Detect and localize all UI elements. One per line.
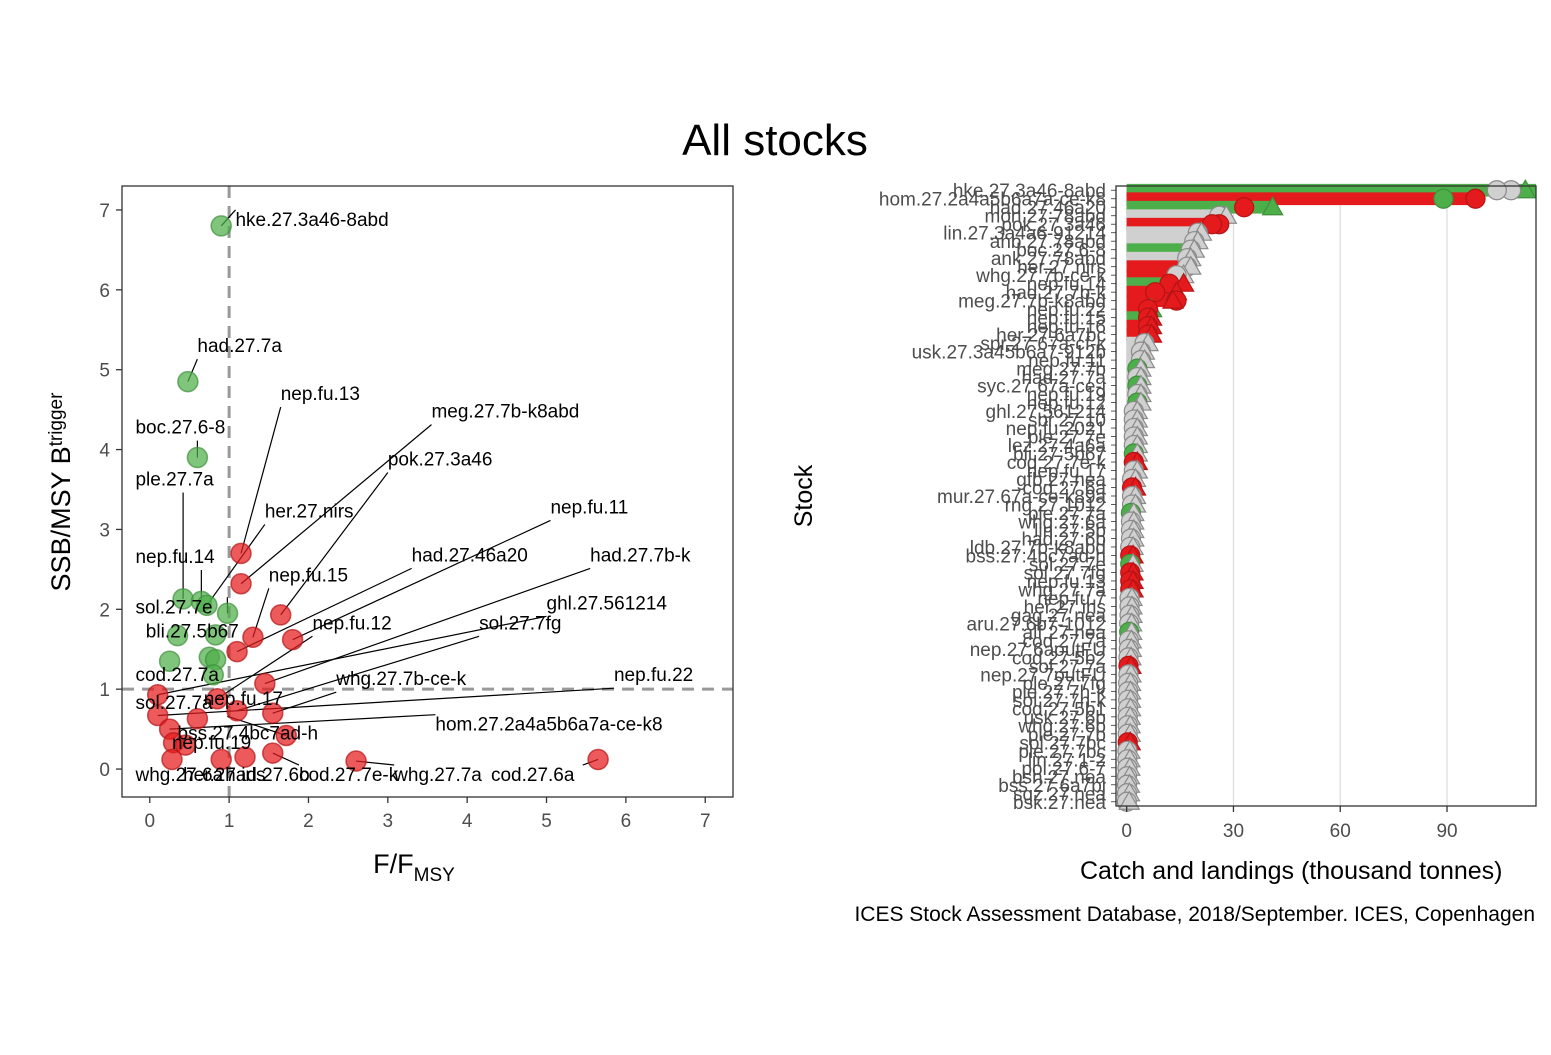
point-label: her.27.nirs [265,501,354,522]
y-tick-label: 1 [99,680,110,701]
point-label: cod.27.7a [135,665,219,686]
catch-marker-circle [1487,181,1506,200]
point-label: nep.fu.14 [135,547,215,568]
point-label: had.27.46a20 [412,545,528,566]
y-tick-label: 6 [99,281,110,302]
bar-x-tick-label: 30 [1223,821,1244,842]
catch-marker-circle [1434,189,1453,208]
stock-point [271,605,291,625]
point-label: sol.27.7e [135,597,212,618]
point-label: hke.27.3a46-8abd [235,210,388,231]
y-tick-label: 5 [99,361,110,382]
point-label: ple.27.7a [135,470,214,491]
point-label: ghl.27.561214 [547,593,668,614]
caption: ICES Stock Assessment Database, 2018/Sep… [854,903,1535,926]
catch-marker-circle [1235,198,1254,217]
stock-point [187,448,207,468]
point-label: nep.fu.22 [614,665,693,686]
point-label: had.27.7b-k [590,545,691,566]
stock-point [178,372,198,392]
point-label: cod.27.7e-k [299,765,399,786]
point-label: sol.27.7fg [479,613,561,634]
point-label: whg.27.7a [393,765,482,786]
point-label: hom.27.2a4a5b6a7a-ce-k8 [435,715,662,736]
stock-point [231,543,251,563]
point-label: bli.27.5b67 [146,621,239,642]
y-tick-label: 3 [99,520,110,541]
bar-x-tick-label: 90 [1436,821,1457,842]
point-label: meg.27.7b-k8abd [431,402,579,423]
x-tick-label: 4 [462,811,473,832]
point-label: nep.fu.13 [281,384,360,405]
y-tick-label: 0 [99,760,110,781]
bar-x-tick-label: 0 [1121,821,1132,842]
stock-point [243,627,263,647]
point-label: had.27.6b [225,765,310,786]
x-tick-label: 7 [700,811,711,832]
point-label: cod.27.6a [491,765,575,786]
point-label: nep.fu.19 [172,733,251,754]
x-tick-label: 2 [303,811,314,832]
bar-x-axis-title: Catch and landings (thousand tonnes) [1080,857,1503,885]
point-label: nep.fu.17 [204,689,283,710]
chart-title: All stocks [682,116,868,165]
x-tick-label: 0 [144,811,155,832]
x-tick-label: 3 [383,811,394,832]
x-tick-label: 5 [541,811,552,832]
point-label: sol.27.7a [135,693,213,714]
y-tick-label: 4 [99,441,110,462]
stock-label: bsk.27.nea [1013,793,1106,814]
point-label: nep.fu.15 [269,565,348,586]
point-label: boc.27.6-8 [135,418,225,439]
bar-y-axis-title: Stock [790,464,818,527]
x-tick-label: 1 [224,811,235,832]
stock-point [283,630,303,650]
catch-marker-circle [1466,189,1485,208]
point-label: nep.fu.11 [550,497,628,518]
y-tick-label: 2 [99,600,110,621]
stock-point [231,574,251,594]
x-tick-label: 6 [621,811,632,832]
bar-x-tick-label: 60 [1330,821,1351,842]
y-tick-label: 7 [99,201,110,222]
stock-point [211,216,231,236]
stock-point [227,642,247,662]
stock-point [263,743,283,763]
catch-marker-circle [1146,283,1165,302]
point-label: nep.fu.12 [312,613,391,634]
point-label: had.27.7a [197,336,282,357]
point-label: whg.27.7b-ce-k [335,669,466,690]
point-label: pok.27.3a46 [388,450,493,471]
stock-point [588,749,608,769]
